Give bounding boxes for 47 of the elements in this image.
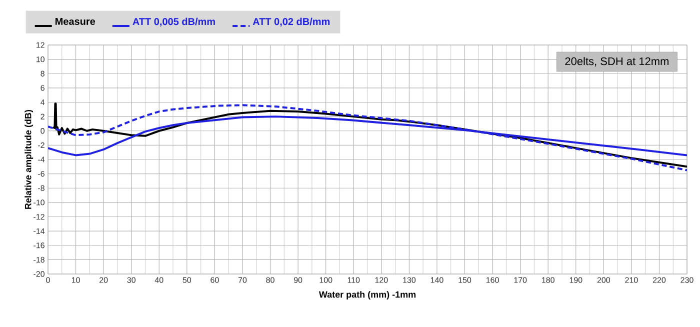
- x-tick-label: 100: [320, 277, 332, 283]
- x-tick-label: 10: [72, 277, 80, 283]
- x-tick-label: 150: [458, 277, 472, 283]
- y-tick-label: 4: [40, 100, 45, 105]
- y-axis-title: Relative amplitude (dB): [24, 110, 34, 209]
- y-tick-label: 10: [36, 56, 44, 62]
- y-tick-label: -4: [38, 156, 45, 162]
- y-tick-label: -10: [34, 200, 44, 206]
- y-tick-label: 12: [36, 42, 44, 48]
- y-tick-label: 0: [40, 128, 44, 134]
- y-tick-label: -16: [34, 242, 44, 248]
- y-tick-label: -18: [34, 256, 44, 263]
- y-tick-label: 2: [40, 114, 44, 120]
- x-tick-label: 0: [46, 277, 50, 283]
- y-tick-label: -20: [34, 271, 44, 277]
- x-tick-label: 20: [100, 277, 108, 283]
- x-tick-label: 130: [403, 277, 416, 283]
- x-tick-label: 160: [486, 277, 499, 283]
- x-tick-label: 140: [430, 277, 444, 283]
- legend-label: ATT 0,02 dB/mm: [252, 18, 330, 27]
- x-tick-label: 110: [348, 277, 360, 283]
- x-tick-label: 190: [570, 277, 582, 283]
- x-tick-label: 220: [652, 277, 666, 283]
- y-tick-label: -12: [34, 214, 44, 220]
- x-tick-label: 230: [680, 277, 694, 283]
- x-tick-label: 200: [597, 277, 610, 283]
- annotation: 20elts, SDH at 12mm: [565, 57, 668, 66]
- x-tick-label: 180: [542, 277, 554, 283]
- y-tick-label: 6: [40, 85, 44, 91]
- x-tick-label: 120: [375, 277, 388, 283]
- x-axis-title: Water path (mm) -1mm: [318, 291, 416, 300]
- x-tick-label: 170: [514, 277, 527, 283]
- legend-label: ATT 0,005 dB/mm: [132, 18, 215, 27]
- y-tick-label: -8: [38, 185, 44, 191]
- y-tick-label: -14: [34, 228, 45, 234]
- x-tick-label: 70: [238, 277, 247, 283]
- x-tick-label: 210: [625, 277, 638, 283]
- x-tick-label: 80: [266, 277, 274, 283]
- x-tick-label: 30: [127, 277, 136, 283]
- y-tick-label: 8: [40, 70, 44, 76]
- x-tick-label: 40: [154, 277, 164, 283]
- y-tick-label: -2: [38, 142, 44, 148]
- x-tick-label: 60: [210, 277, 219, 283]
- y-tick-label: -6: [38, 170, 44, 177]
- legend-label: Measure: [56, 18, 96, 25]
- x-tick-label: 50: [182, 277, 192, 283]
- x-tick-label: 90: [294, 277, 302, 283]
